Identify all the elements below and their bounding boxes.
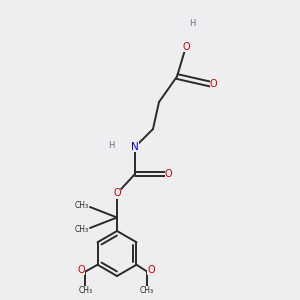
Text: CH₃: CH₃ (140, 286, 154, 295)
Text: O: O (78, 265, 86, 275)
Text: CH₃: CH₃ (74, 201, 89, 210)
Text: H: H (189, 20, 195, 28)
Text: O: O (210, 79, 218, 89)
Text: O: O (113, 188, 121, 199)
Text: N: N (131, 142, 139, 152)
Text: H: H (108, 141, 114, 150)
Text: O: O (147, 265, 155, 275)
Text: CH₃: CH₃ (74, 225, 89, 234)
Text: O: O (182, 41, 190, 52)
Text: O: O (165, 169, 172, 179)
Text: CH₃: CH₃ (78, 286, 93, 295)
